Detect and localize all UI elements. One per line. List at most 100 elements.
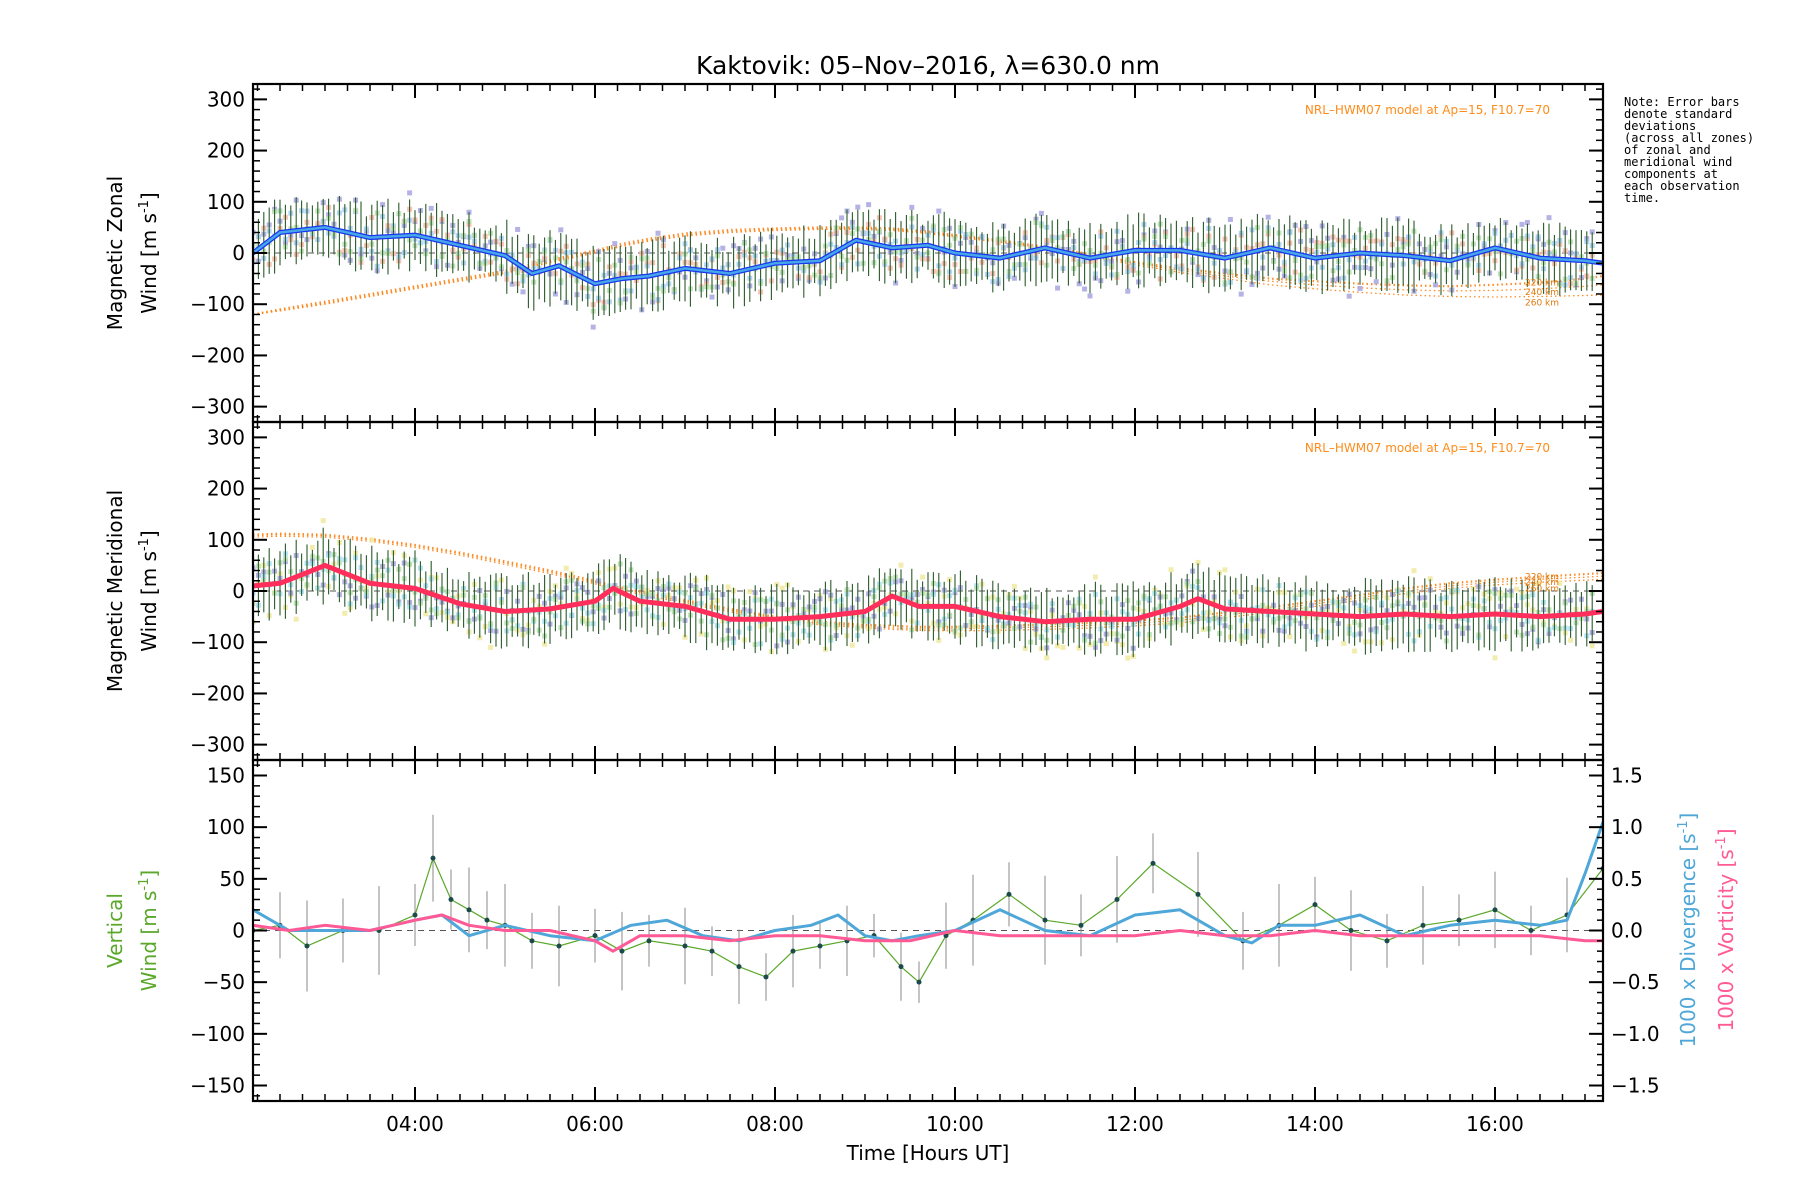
zone-point bbox=[1287, 634, 1293, 640]
zone-point bbox=[747, 589, 753, 595]
zone-point bbox=[1238, 291, 1244, 297]
model-label: NRL–HWM07 model at Ap=15, F10.7=70 bbox=[1305, 441, 1550, 455]
zone-point bbox=[1519, 221, 1525, 227]
zone-point bbox=[1011, 275, 1017, 281]
zone-point bbox=[369, 537, 375, 543]
altitude-label: 240 km bbox=[1525, 578, 1559, 588]
zone-point bbox=[488, 644, 494, 650]
x-tick-label: 12:00 bbox=[1106, 1112, 1164, 1136]
zone-point bbox=[866, 202, 872, 208]
zone-point bbox=[309, 544, 315, 550]
altitude-label: 220 km bbox=[1525, 573, 1559, 583]
zone-point bbox=[1038, 210, 1044, 216]
zone-point bbox=[1352, 648, 1358, 654]
zone-point bbox=[682, 634, 688, 640]
zonal-plot-area bbox=[253, 190, 1603, 330]
zone-point bbox=[590, 324, 596, 330]
zone-point bbox=[542, 641, 548, 647]
altitude-label: 240 km bbox=[1525, 288, 1559, 298]
zone-point bbox=[1168, 567, 1174, 573]
zone-point bbox=[1055, 285, 1061, 291]
note-line: denote standard bbox=[1624, 107, 1732, 121]
vertical-wind-point bbox=[943, 933, 949, 939]
zone-point bbox=[253, 242, 256, 248]
zone-point bbox=[1589, 229, 1595, 235]
zone-point bbox=[779, 585, 785, 591]
x-tick-label: 14:00 bbox=[1286, 1112, 1344, 1136]
y-tick-label: 100 bbox=[207, 190, 245, 214]
zone-point bbox=[253, 257, 256, 263]
zone-point bbox=[1227, 216, 1233, 222]
zone-point bbox=[1357, 285, 1363, 291]
zone-point bbox=[520, 289, 526, 295]
model-curve-220km bbox=[253, 532, 1603, 628]
vertical-wind-point bbox=[1384, 938, 1390, 944]
zone-point bbox=[380, 202, 386, 208]
y-tick-label: −200 bbox=[190, 343, 245, 367]
vertical-wind-point bbox=[1078, 922, 1084, 928]
note-line: meridional wind bbox=[1624, 155, 1732, 169]
zone-point bbox=[920, 574, 926, 580]
right-y-tick-label: 1.5 bbox=[1611, 764, 1643, 788]
vertical-wind-point bbox=[430, 855, 436, 861]
time-axis: 04:00 06:00 08:00 10:00 12:00 14:00 16:00 bbox=[386, 1112, 1524, 1136]
meridional-plot-area bbox=[253, 518, 1603, 661]
vertical-wind-point bbox=[646, 938, 652, 944]
zone-point bbox=[1546, 215, 1552, 221]
chart-title: Kaktovik: 05–Nov–2016, λ=630.0 nm bbox=[696, 51, 1160, 80]
zone-point bbox=[720, 245, 726, 251]
zone-point bbox=[1222, 567, 1228, 573]
right-y-tick-label: −0.5 bbox=[1611, 970, 1660, 994]
zone-point bbox=[1514, 586, 1520, 592]
vertical-wind-point bbox=[556, 943, 562, 949]
zone-point bbox=[725, 584, 731, 590]
y-tick-label: −100 bbox=[190, 630, 245, 654]
x-tick-label: 08:00 bbox=[746, 1112, 804, 1136]
vertical-wind-point bbox=[1492, 907, 1498, 913]
meridional-wind-panel: NRL–HWM07 model at Ap=15, F10.7=70 220 km… bbox=[103, 420, 1605, 762]
x-axis-label: Time [Hours UT] bbox=[846, 1141, 1010, 1165]
right-y-tick-label: −1.5 bbox=[1611, 1074, 1660, 1098]
vertical-wind-point bbox=[304, 943, 310, 949]
y-tick-label: −50 bbox=[203, 970, 245, 994]
zone-point bbox=[1535, 581, 1541, 587]
zone-point bbox=[1411, 568, 1417, 574]
right-y-tick-label: 1.0 bbox=[1611, 815, 1643, 839]
vertical-wind-point bbox=[1456, 917, 1462, 923]
zone-point bbox=[1076, 645, 1082, 651]
zone-point bbox=[1589, 643, 1595, 649]
zone-point bbox=[1524, 219, 1530, 225]
note-line: deviations bbox=[1624, 119, 1696, 133]
zone-point bbox=[515, 226, 521, 232]
note-line: Note: Error bars bbox=[1624, 95, 1740, 109]
zone-point bbox=[1082, 286, 1088, 292]
y-tick-label: −100 bbox=[190, 292, 245, 316]
y-tick-label: −300 bbox=[190, 733, 245, 757]
vertical-wind-point bbox=[817, 943, 823, 949]
vertical-wind-point bbox=[916, 979, 922, 985]
model-curve-260km bbox=[253, 535, 1603, 632]
zonal-ylabel-line1: Magnetic Zonal bbox=[103, 176, 127, 330]
y-tick-label: 0 bbox=[232, 241, 245, 265]
vertical-wind-point bbox=[736, 964, 742, 970]
vertical-wind-point bbox=[790, 948, 796, 954]
y-tick-label: 100 bbox=[207, 528, 245, 552]
vertical-wind-point bbox=[1042, 917, 1048, 923]
zone-point bbox=[320, 518, 326, 524]
zone-point bbox=[428, 205, 434, 211]
zone-point bbox=[1022, 646, 1028, 652]
zone-point bbox=[1433, 282, 1439, 288]
y-tick-label: 0 bbox=[232, 919, 245, 943]
y-tick-label: −200 bbox=[190, 681, 245, 705]
vertical-wind-point bbox=[709, 948, 715, 954]
zone-point bbox=[1055, 643, 1061, 649]
x-tick-label: 16:00 bbox=[1466, 1112, 1524, 1136]
y-tick-label: 300 bbox=[207, 425, 245, 449]
zone-point bbox=[477, 635, 483, 641]
zonal-ylabel-line2: Wind [m s-1] bbox=[137, 192, 161, 313]
zone-point bbox=[293, 616, 299, 622]
meridional-mean-line bbox=[253, 562, 1603, 625]
zone-point bbox=[342, 610, 348, 616]
zone-point bbox=[552, 291, 558, 297]
